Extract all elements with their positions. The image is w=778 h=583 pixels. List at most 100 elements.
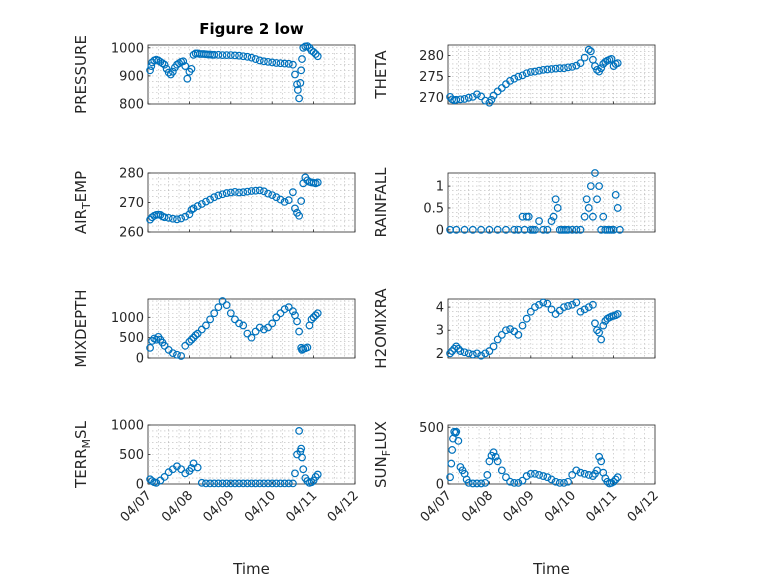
air_temp-ytick-label: 270 xyxy=(119,196,144,211)
mixdepth-point xyxy=(260,325,268,334)
rainfall-point xyxy=(452,225,461,234)
rainfall-point xyxy=(589,212,597,221)
sun_flux-point xyxy=(580,469,589,478)
air_temp-point xyxy=(156,210,165,219)
sun_flux-xlabel: Time xyxy=(532,560,570,578)
rainfall-point xyxy=(547,217,556,225)
sun_flux-point xyxy=(448,446,457,454)
air_temp-ytick-label: 260 xyxy=(119,226,144,241)
pressure-point xyxy=(291,70,299,79)
pressure-point xyxy=(298,55,306,63)
sun_flux-point xyxy=(493,457,502,466)
panel-air_temp: 260 270 280 AIRTEMP xyxy=(72,167,356,241)
air_temp-point xyxy=(214,191,223,200)
pressure-point xyxy=(255,56,264,65)
h2omixra-point xyxy=(506,325,515,333)
h2omixra-point xyxy=(593,326,601,335)
pressure-point xyxy=(303,42,312,51)
rainfall-point xyxy=(568,225,577,234)
rainfall-point xyxy=(580,212,589,221)
pressure-point xyxy=(158,59,167,68)
rainfall-ylabel: RAINFALL xyxy=(372,167,390,238)
air_temp-point xyxy=(247,187,256,195)
terr_msl-point xyxy=(210,479,219,488)
theta-point xyxy=(487,95,496,104)
mixdepth-point xyxy=(268,319,277,328)
rainfall-series xyxy=(446,169,624,234)
sun_flux-point xyxy=(539,472,548,480)
rainfall-point xyxy=(551,195,560,204)
rainfall-point xyxy=(493,225,502,234)
theta-point xyxy=(584,45,593,54)
pressure-point xyxy=(243,52,252,61)
mixdepth-point xyxy=(214,303,223,312)
h2omixra-point xyxy=(456,347,465,355)
sun_flux-point xyxy=(543,473,552,482)
theta-point xyxy=(547,65,556,73)
h2omixra-point xyxy=(497,330,506,339)
sun_flux-point xyxy=(446,473,454,482)
pressure-point xyxy=(264,57,272,66)
terr_msl-point xyxy=(297,444,306,453)
mixdepth-series xyxy=(146,297,322,360)
h2omixra-point xyxy=(591,319,599,328)
air_temp-point xyxy=(280,198,289,206)
mixdepth-point xyxy=(187,335,196,344)
theta-point xyxy=(613,59,622,68)
h2omixra-point xyxy=(584,303,593,312)
theta-point xyxy=(473,90,481,99)
h2omixra-point xyxy=(564,302,572,310)
mixdepth-point xyxy=(293,317,301,326)
rainfall-point xyxy=(553,204,562,212)
mixdepth-point xyxy=(222,301,231,310)
mixdepth-ytick-label: 0 xyxy=(136,352,144,367)
h2omixra-point xyxy=(477,351,486,360)
mixdepth-point xyxy=(280,305,289,314)
air_temp-point xyxy=(146,215,154,224)
rainfall-point xyxy=(613,204,622,212)
pressure-point xyxy=(276,59,285,68)
h2omixra-point xyxy=(446,349,454,358)
h2omixra-ytick-label: 2 xyxy=(436,347,444,362)
h2omixra-point xyxy=(531,303,539,312)
air_temp-point xyxy=(272,193,281,202)
rainfall-point xyxy=(502,225,510,234)
air_temp-ylabel: AIRTEMP xyxy=(72,171,93,234)
terr_msl-point xyxy=(152,478,161,487)
rainfall-point xyxy=(599,212,608,221)
rainfall-point xyxy=(564,225,572,234)
terr_msl-point xyxy=(311,473,320,481)
h2omixra-point xyxy=(560,303,568,312)
sun_flux-point xyxy=(489,448,498,457)
air_temp-point xyxy=(193,202,202,210)
theta-point xyxy=(597,64,606,73)
sun_flux-point xyxy=(609,477,618,486)
h2omixra-point xyxy=(547,305,556,314)
theta-point xyxy=(586,47,595,56)
air_temp-point xyxy=(243,187,252,196)
theta-point xyxy=(580,53,589,62)
sun_flux-point xyxy=(526,469,535,478)
rainfall-ytick-label: 0.5 xyxy=(423,201,444,216)
sun_flux-point xyxy=(531,469,539,478)
air_temp-point xyxy=(148,213,157,222)
terr_msl-point xyxy=(313,470,322,479)
sun_flux-point xyxy=(473,479,481,488)
pressure-point xyxy=(239,52,248,61)
rainfall-point xyxy=(576,225,585,234)
pressure-point xyxy=(146,66,154,75)
terr_msl-point xyxy=(222,479,231,488)
pressure-title: Figure 2 low xyxy=(199,20,304,38)
sun_flux-point xyxy=(613,473,622,482)
air_temp-point xyxy=(173,215,181,224)
h2omixra-point xyxy=(599,321,608,330)
sun_flux-point xyxy=(491,452,500,461)
panel-mixdepth: 0 500 1000 MIXDEPTH xyxy=(72,289,356,368)
pressure-point xyxy=(222,51,231,60)
sun_flux-point xyxy=(547,475,556,484)
pressure-point xyxy=(268,58,277,67)
terr_msl-series xyxy=(146,427,322,488)
theta-point xyxy=(543,65,552,74)
theta-series xyxy=(446,45,622,107)
pressure-point xyxy=(293,86,302,94)
